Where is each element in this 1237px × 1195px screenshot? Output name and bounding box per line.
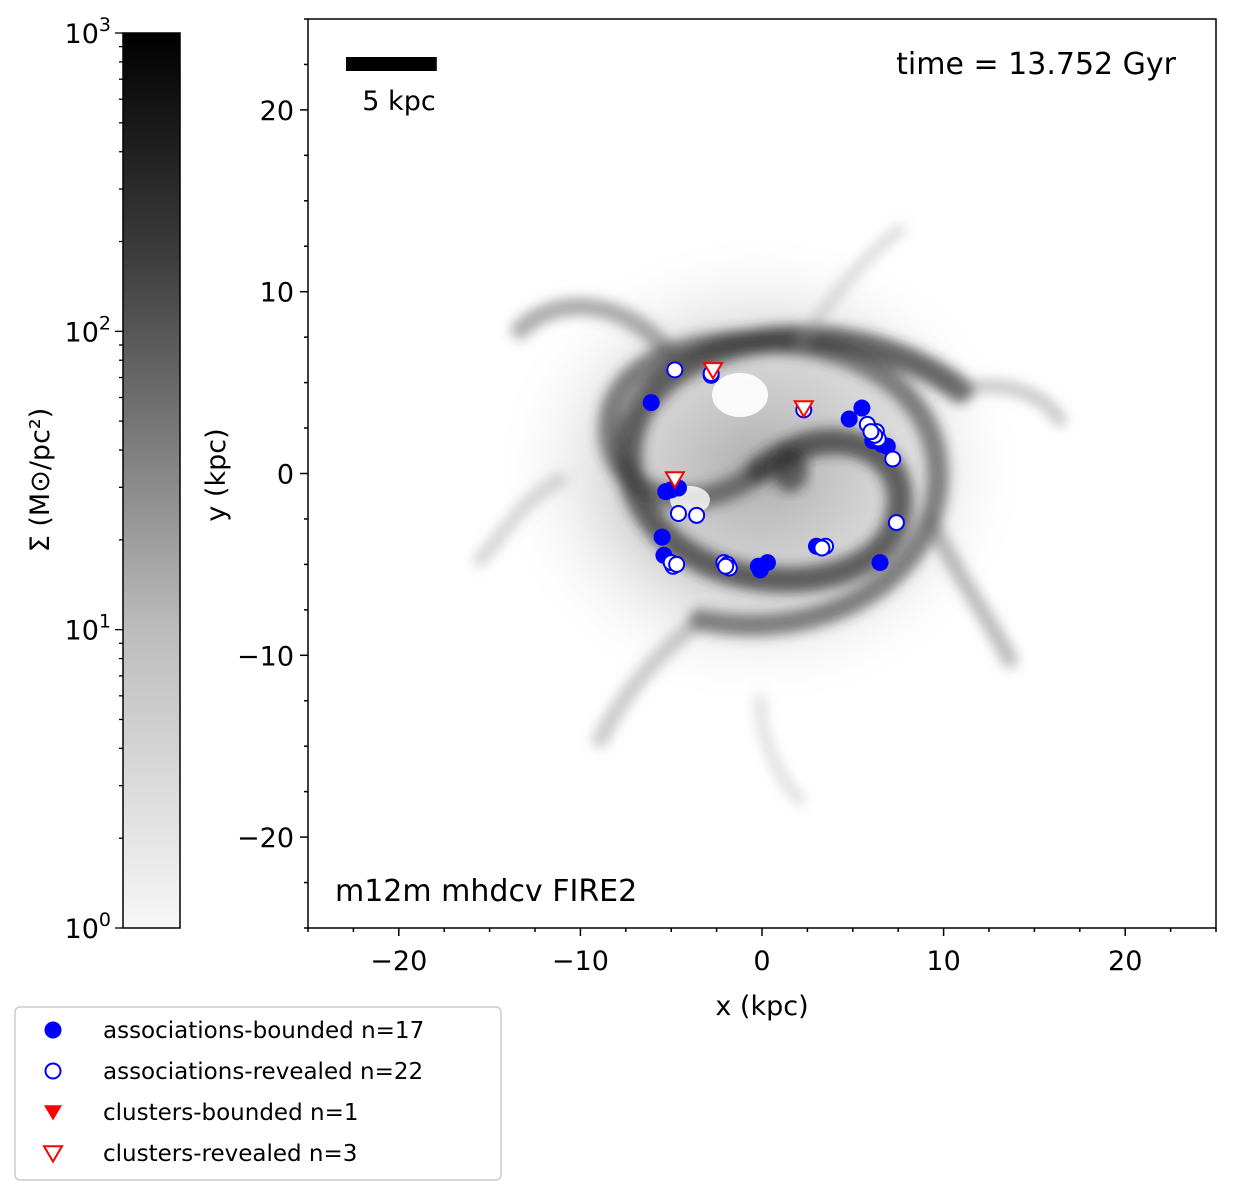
y-tick-label: 0	[277, 460, 294, 491]
legend-box	[14, 1006, 502, 1181]
legend-marker	[42, 1145, 64, 1164]
y-tick-label: −10	[237, 641, 294, 672]
x-tick-label: 0	[753, 946, 770, 977]
legend: associations-bounded n=17 associations-re…	[14, 1006, 502, 1181]
data-point	[840, 410, 858, 428]
scale-bar-line	[346, 57, 437, 71]
data-point	[666, 361, 684, 379]
legend-entry: associations-bounded n=17	[103, 1018, 424, 1044]
x-tick-label: 10	[926, 946, 960, 977]
legend-entry: associations-revealed n=22	[103, 1059, 423, 1085]
legend-marker	[44, 1062, 62, 1080]
data-point	[813, 539, 831, 557]
colorbar-label: Σ (M⊙/pc²)	[25, 408, 56, 553]
legend-entry: clusters-revealed n=3	[103, 1141, 357, 1167]
time-annotation: time = 13.752 Gyr	[896, 47, 1176, 82]
data-point	[669, 504, 687, 522]
data-point	[668, 555, 686, 573]
x-axis-tick-labels: −20 −10 0 10 20	[370, 946, 1142, 977]
density-map	[473, 224, 1067, 806]
scale-bar-label: 5 kpc	[362, 86, 435, 117]
data-point	[871, 554, 889, 572]
colorbar-tick-label: 100	[65, 909, 111, 945]
data-point	[688, 506, 706, 524]
y-tick-label: 20	[260, 96, 294, 127]
data-point	[751, 561, 769, 579]
data-point	[884, 450, 902, 468]
colorbar-tick-label: 101	[65, 611, 111, 647]
data-point	[862, 423, 880, 441]
colorbar-tick-labels: 100 101 102 103	[65, 14, 111, 945]
colorbar: 100 101 102 103 Σ (M⊙/pc²)	[25, 14, 181, 945]
x-axis-ticks	[307, 928, 1217, 936]
legend-marker	[44, 1105, 62, 1121]
data-point	[642, 394, 660, 412]
y-axis-ticks	[300, 18, 308, 929]
colorbar-gradient	[122, 32, 181, 929]
y-axis-label: y (kpc)	[201, 428, 232, 521]
x-tick-label: 20	[1108, 946, 1142, 977]
data-point	[717, 557, 735, 575]
legend-marker	[44, 1021, 62, 1039]
x-axis-label: x (kpc)	[715, 991, 808, 1022]
data-point	[653, 528, 671, 546]
colorbar-tick-label: 103	[65, 14, 111, 50]
y-tick-label: −20	[237, 823, 294, 854]
y-tick-label: 10	[260, 278, 294, 309]
scale-bar: 5 kpc	[346, 57, 437, 117]
data-point	[887, 514, 905, 532]
colorbar-tick-label: 102	[65, 312, 111, 348]
legend-entry: clusters-bounded n=1	[103, 1100, 358, 1126]
data-point	[793, 400, 815, 419]
simulation-annotation: m12m mhdcv FIRE2	[335, 874, 637, 909]
x-tick-label: −10	[552, 946, 609, 977]
x-tick-label: −20	[370, 946, 427, 977]
colorbar-ticks	[115, 32, 123, 929]
data-markers	[642, 361, 905, 579]
data-point	[853, 399, 871, 417]
y-axis-tick-labels: −20 −10 0 10 20	[237, 96, 294, 854]
data-point	[702, 362, 724, 381]
data-point	[664, 471, 686, 490]
